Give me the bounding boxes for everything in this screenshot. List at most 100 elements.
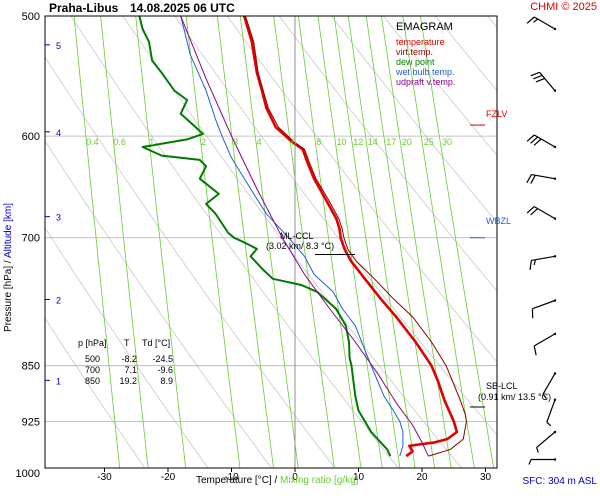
y-axis-label-pressure: Pressure [hPa] [3, 266, 14, 332]
table-header-p: p [hPa] [78, 338, 107, 348]
sb-lcl-detail: (0.91 km/ 13.5 °C) [478, 392, 551, 402]
x-axis-title: Temperature [°C] / Mixing ratio [g/kg] [196, 475, 359, 486]
axes: 0.4 0.6 1 2 3 4 6 8 10 12 14 17 20 25 3050060070085092… [16, 11, 492, 483]
fzlv-label: FZLV [486, 109, 507, 119]
plot-frame [44, 15, 498, 469]
station-title: Praha-Libus [49, 1, 119, 15]
wind-barb [528, 458, 557, 465]
wind-barb [546, 398, 557, 427]
datetime-title: 14.08.2025 06 UTC [130, 1, 235, 15]
sfc-label: SFC: 304 m ASL [523, 476, 598, 487]
dry-adiabat-line [45, 317, 146, 468]
table-cell: 500 [85, 354, 100, 364]
x-tick-label: 10 [353, 472, 365, 483]
mixing-ratio-tick-label: 3 [233, 137, 238, 147]
mixing-ratio-line [273, 16, 335, 468]
x-axis-label-mixing: Mixing ratio [g/kg] [280, 475, 359, 486]
y-axis-label-altitude: Altitude [km] [3, 203, 14, 258]
x-tick-label: 0 [292, 472, 298, 483]
table-cell: -8.2 [121, 354, 137, 364]
altitude-tick-label: 3 [56, 213, 61, 223]
mixing-ratio-line [365, 16, 436, 468]
altitude-tick-label: 1 [56, 376, 61, 386]
mixing-ratio-tick-label: 4 [257, 137, 262, 147]
dry-adiabat-line [278, 16, 497, 292]
mixing-ratio-line [317, 16, 383, 468]
altitude-tick-label: 5 [56, 41, 61, 51]
mixing-ratio-tick-label: 0.6 [113, 137, 126, 147]
y-tick-label: 500 [22, 11, 40, 23]
mixing-ratio-line [135, 16, 187, 468]
ml-ccl-detail: (3.02 km/ 8.3 °C) [266, 241, 334, 251]
x-tick-label: 30 [480, 472, 492, 483]
y-axis-label-sep: / [3, 258, 14, 266]
mixing-ratio-line [380, 16, 452, 468]
x-tick-label: 20 [416, 472, 428, 483]
mixing-ratio-tick-label: 1 [149, 137, 154, 147]
x-tick-label: -20 [161, 472, 176, 483]
y-axis-title: Pressure [hPa] / Altitude [km] [3, 203, 14, 332]
legend-item-dew-point: dew point [396, 57, 435, 67]
dry-adiabat-line [382, 16, 497, 157]
wind-barb [526, 134, 557, 149]
mixing-ratio-line [73, 16, 121, 468]
wind-barb [542, 372, 557, 399]
altitude-tick-label: 2 [56, 295, 61, 305]
mixing-ratio-tick-label: 2 [201, 137, 206, 147]
wind-barb [533, 332, 557, 356]
mixing-ratio-line [333, 16, 401, 468]
legend-item-updraft: udpraft v.temp. [396, 77, 455, 87]
series-line-temperature [242, 16, 459, 458]
background-grid [45, 0, 600, 473]
dry-adiabat-line [70, 16, 399, 468]
mixing-ratio-tick-label: 30 [442, 137, 452, 147]
dry-adiabat-line [330, 16, 497, 223]
data-table: p [hPa] T Td [°C] 500 -8.2 -24.5 700 7.1… [78, 338, 173, 386]
mixing-ratio-tick-label: 14 [368, 137, 378, 147]
table-cell: -9.6 [157, 365, 173, 375]
wind-barb [529, 255, 557, 270]
table-header-t: T [124, 338, 130, 348]
mixing-ratio-tick-label: 12 [353, 137, 363, 147]
series-line-udpraft-v-temp [180, 16, 429, 457]
y-tick-label: 1000 [16, 468, 40, 480]
mixing-ratio-line [100, 16, 149, 468]
dry-adiabat-line [45, 56, 336, 468]
mixing-ratio-tick-label: 6 [291, 137, 296, 147]
x-axis-label-temperature: Temperature [°C] [196, 475, 272, 486]
wind-barb [526, 206, 557, 220]
mixing-ratio-tick-label: 25 [424, 137, 434, 147]
legend-item-virt-temp: virt.temp. [396, 47, 433, 57]
table-cell: 700 [85, 365, 100, 375]
wbzl-label: WBZL [486, 216, 511, 226]
mixing-ratio-line [347, 16, 416, 468]
mixing-ratio-line [297, 16, 362, 468]
legend-title: EMAGRAM [396, 21, 453, 33]
mixing-ratio-line [239, 16, 299, 468]
table-cell: 850 [85, 376, 100, 386]
wind-barb [526, 173, 557, 184]
sb-lcl-label: SB-LCL [486, 381, 518, 391]
mixing-ratio-tick-label: 8 [316, 137, 321, 147]
credit-label: CHMI © 2025 [530, 1, 597, 13]
mixing-ratio-tick-label: 0.4 [86, 137, 99, 147]
legend-item-wet-bulb: wet bulb temp. [395, 67, 455, 77]
x-tick-label: -10 [224, 472, 239, 483]
table-cell: -24.5 [152, 354, 173, 364]
dry-adiabat-line [568, 0, 600, 473]
dry-adiabat-line [45, 227, 209, 468]
table-cell: 7.1 [124, 365, 137, 375]
x-axis-label-sep: / [272, 475, 280, 486]
mixing-ratio-line [216, 16, 274, 468]
mixing-ratio-line [185, 16, 241, 468]
table-header-td: Td [°C] [142, 338, 170, 348]
legend: EMAGRAM temperature virt.temp. dew point… [395, 21, 455, 87]
wind-barb [536, 430, 557, 453]
y-tick-label: 600 [22, 131, 40, 143]
mixing-ratio-tick-label: 20 [402, 137, 412, 147]
wind-barb [531, 299, 557, 319]
ml-ccl-label: ML-CCL [280, 231, 314, 241]
wind-barbs [526, 16, 557, 465]
dry-adiabat-line [122, 16, 463, 468]
